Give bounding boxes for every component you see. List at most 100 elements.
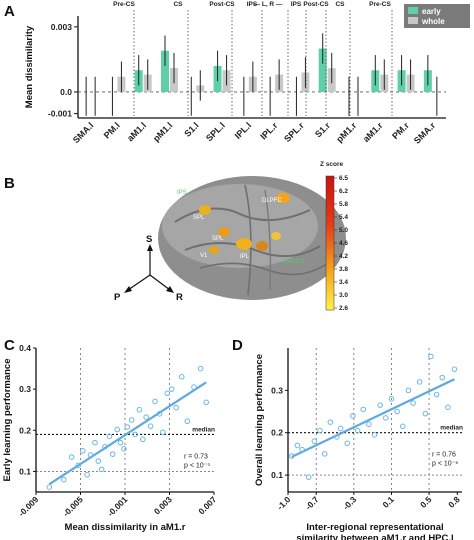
- data-point: [156, 411, 163, 417]
- region-label: SPL: [193, 215, 205, 221]
- panel-label-b: B: [4, 175, 15, 192]
- x-tick-label: 0.5: [418, 494, 434, 510]
- region-header: Post-CS: [209, 1, 235, 8]
- panel-label-d: D: [232, 337, 243, 354]
- data-point: [305, 474, 312, 480]
- x-tick-label: -0.001: [105, 494, 129, 518]
- colorbar-tick-label: 4.2: [339, 253, 348, 260]
- bar-chart-a: 0.003 0.0 -0.001 Mean dissimilarity SMA.l PM.…: [24, 1, 470, 146]
- x-tick-label: S1.l: [182, 120, 200, 138]
- data-point: [445, 404, 451, 411]
- fit-line: [48, 381, 207, 486]
- data-point: [428, 353, 434, 360]
- data-point: [164, 390, 171, 397]
- data-point: [366, 421, 372, 428]
- data-point: [87, 452, 94, 458]
- data-point: [377, 402, 383, 408]
- legend-label-whole: whole: [421, 17, 445, 26]
- x-tick-label: pM1.r: [334, 120, 358, 144]
- data-point: [95, 458, 102, 464]
- y-tick-label: 0.1: [271, 470, 283, 480]
- x-tick-label: SMA.r: [412, 120, 438, 146]
- activation-blob: [199, 205, 211, 215]
- data-point: [321, 451, 328, 457]
- region-label: V1: [200, 253, 208, 259]
- data-point: [168, 386, 175, 392]
- activation-blob: [218, 227, 230, 237]
- data-point: [197, 365, 204, 372]
- colorbar-tick-label: 5.4: [339, 214, 348, 221]
- data-point: [311, 438, 318, 444]
- bar-early: [318, 48, 327, 92]
- data-point: [399, 423, 406, 430]
- region-header: CS: [173, 1, 183, 8]
- x-tick-label: aM1.r: [361, 120, 385, 144]
- x-tick-label: pM1.l: [151, 120, 174, 143]
- data-point: [109, 451, 116, 457]
- x-tick-label: 0.1: [380, 494, 396, 510]
- legend-label-early: early: [422, 7, 441, 16]
- region-label: Post-CS: [282, 259, 304, 265]
- data-point: [68, 454, 75, 460]
- data-point: [75, 462, 82, 469]
- data-point: [439, 374, 446, 381]
- colorbar-title: Z score: [320, 161, 344, 168]
- median-label: median: [192, 426, 215, 433]
- data-point: [98, 466, 105, 473]
- activation-blob: [271, 232, 281, 240]
- region-header: Pre-CS: [113, 1, 135, 8]
- data-point: [394, 408, 400, 415]
- x-tick-label: S1.r: [313, 120, 332, 139]
- activation-blob: [276, 193, 290, 203]
- colorbar-tick-label: 3.4: [339, 279, 348, 286]
- colorbar-tick-label: 5.0: [339, 227, 348, 234]
- brain-sulcus: [184, 242, 321, 258]
- y-tick-label: 0.2: [19, 425, 31, 435]
- x-axis-label: Mean dissimilarity in aM1.r: [65, 522, 186, 533]
- data-point: [121, 446, 127, 452]
- data-point: [114, 426, 121, 433]
- data-point: [152, 398, 158, 405]
- data-point: [422, 410, 429, 417]
- y-tick-label: 0.2: [271, 428, 283, 438]
- data-point: [299, 446, 305, 453]
- region-header: IPS: [247, 1, 258, 8]
- x-tick-label: SPL.l: [204, 120, 227, 143]
- data-point: [405, 387, 412, 394]
- data-point: [451, 366, 458, 372]
- panel-label-a: A: [4, 3, 15, 20]
- data-point: [46, 484, 53, 490]
- x-tick-label: -0.7: [303, 494, 321, 512]
- y-tick-label: 0.1: [19, 466, 31, 476]
- axis-arrow-p: [127, 274, 151, 291]
- arrow-head: [166, 286, 174, 293]
- brain-central-sulcus: [244, 184, 252, 296]
- colorbar: [325, 175, 335, 311]
- axis-label-s: S: [146, 234, 152, 245]
- axis-arrow-r: [149, 274, 171, 291]
- y-tick-label: 0.3: [271, 385, 283, 395]
- x-tick-label: SMA.l: [71, 120, 96, 145]
- colorbar-tick-label: 3.0: [339, 292, 348, 299]
- x-tick-label: IPL.l: [233, 120, 254, 141]
- axis-label-r: R: [176, 292, 183, 303]
- stat-p: p < 10⁻⁶: [432, 461, 458, 468]
- y-tick-label: 0.0: [60, 87, 72, 97]
- x-axis-label-line2: similarity between aM1.r and HPC.l: [296, 533, 453, 540]
- activation-blob: [209, 246, 219, 254]
- data-point: [128, 417, 135, 423]
- data-point: [327, 419, 334, 425]
- x-axis-label: Inter-regional representational: [306, 522, 443, 533]
- data-point: [124, 424, 131, 430]
- arrow-head: [147, 244, 153, 251]
- data-point: [350, 412, 356, 419]
- region-header: Post-CS: [303, 1, 329, 8]
- brain-sulcus: [264, 189, 272, 291]
- data-point: [383, 415, 389, 421]
- data-point: [416, 379, 423, 385]
- y-axis-label: Mean dissimilarity: [24, 25, 35, 108]
- data-point: [337, 425, 344, 432]
- y-axis-label: Early learning performance: [2, 358, 13, 481]
- region-label: SPL: [212, 236, 224, 242]
